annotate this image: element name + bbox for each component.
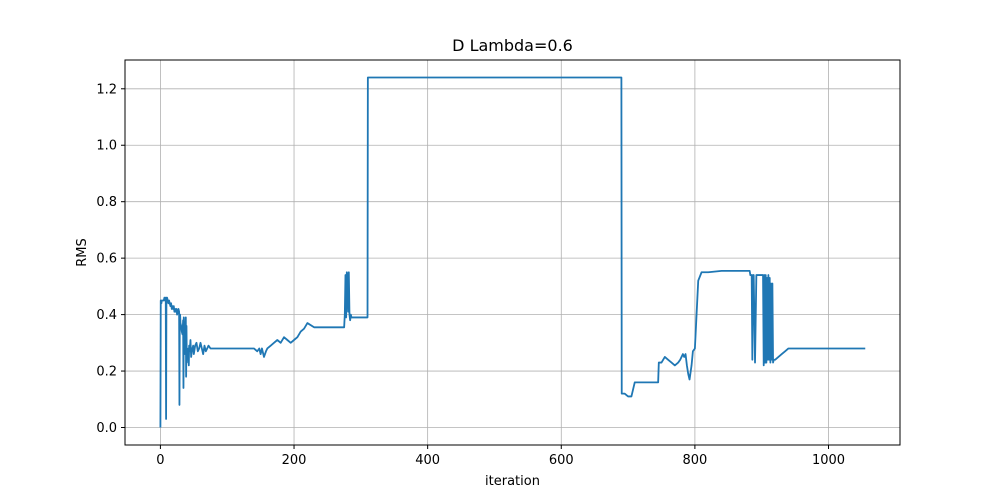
y-tick-label: 0.6	[96, 252, 117, 267]
x-tick-label: 200	[282, 453, 307, 468]
x-tick-label: 800	[682, 453, 707, 468]
y-axis-label: RMS	[75, 238, 90, 267]
plot-frame	[124, 59, 901, 446]
series-group	[159, 76, 866, 428]
y-tick-label: 0.0	[96, 421, 117, 436]
x-tick-label: 0	[156, 453, 164, 468]
y-tick-label: 0.4	[96, 308, 117, 323]
y-tick-label: 0.8	[96, 195, 117, 210]
series-line-0	[159, 76, 866, 428]
x-tick-label: 400	[415, 453, 440, 468]
y-tick-label: 1.0	[96, 139, 117, 154]
x-tick-label: 1000	[812, 453, 845, 468]
x-tick-label: 600	[549, 453, 574, 468]
x-axis-label: iteration	[485, 474, 540, 489]
chart-title: D Lambda=0.6	[452, 36, 573, 55]
y-tick-label: 0.2	[96, 365, 117, 380]
ticks: 0 200 400 600 800 1000 0.0 0.2 0.4 0.6 0.8 1.0 1.2	[96, 82, 845, 468]
grid	[125, 60, 900, 445]
y-tick-label: 1.2	[96, 82, 117, 97]
